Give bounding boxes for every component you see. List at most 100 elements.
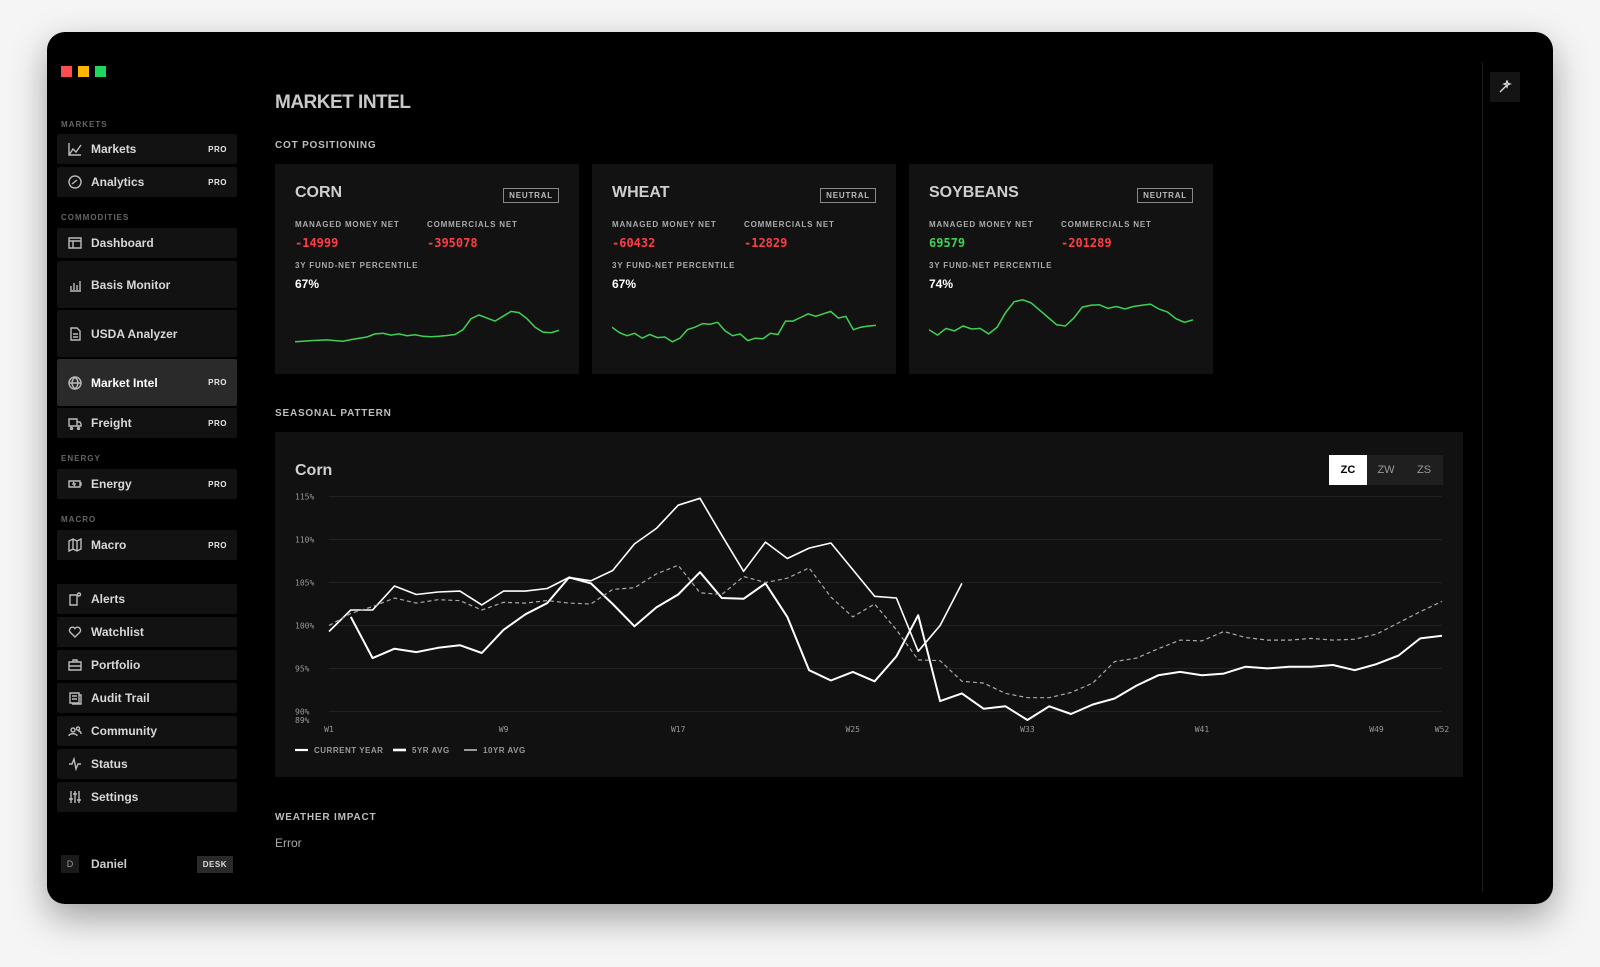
app-window: MARKETS COMMODITIES ENERGY MACRO D Danie… <box>47 32 1553 904</box>
user-name: Daniel <box>91 857 128 871</box>
sidebar-item-macro[interactable]: Macro PRO <box>57 530 237 560</box>
percentile-value: 74% <box>929 277 954 291</box>
sidebar-item-market-intel[interactable]: Market Intel PRO <box>57 359 237 406</box>
sidebar-item-analytics[interactable]: Analytics PRO <box>57 167 237 197</box>
heart-icon <box>67 624 83 640</box>
toggle-zc[interactable]: ZC <box>1329 455 1367 485</box>
main-content: MARKET INTEL COT POSITIONING CORN NEUTRA… <box>275 32 1505 904</box>
y-tick-label: 89% <box>295 716 310 725</box>
sparkline <box>929 299 1193 337</box>
sidebar-item-label: Analytics <box>91 175 145 189</box>
sidebar-item-label: Freight <box>91 416 132 430</box>
minimize-window-button[interactable] <box>78 66 89 77</box>
sidebar-item-label: Audit Trail <box>91 691 150 705</box>
x-tick-label: W49 <box>1369 725 1384 734</box>
sidebar-item-markets[interactable]: Markets PRO <box>57 134 237 164</box>
percentile-label: 3Y FUND-NET PERCENTILE <box>929 261 1053 270</box>
people-icon <box>67 723 83 739</box>
sparkline <box>295 310 559 343</box>
sidebar-item-audit-trail[interactable]: Audit Trail <box>57 683 237 713</box>
x-tick-label: W33 <box>1020 725 1035 734</box>
audit-icon <box>67 690 83 706</box>
series-current-year <box>328 497 963 653</box>
toggle-zw[interactable]: ZW <box>1377 464 1395 476</box>
close-window-button[interactable] <box>61 66 72 77</box>
percentile-value: 67% <box>612 277 637 291</box>
commercials-label: COMMERCIALS NET <box>744 220 835 229</box>
sidebar-item-dashboard[interactable]: Dashboard <box>57 228 237 258</box>
y-tick-label: 90% <box>295 707 310 716</box>
sidebar-item-label: USDA Analyzer <box>91 326 178 341</box>
sidebar-item-label: Community <box>91 724 157 738</box>
section-label: MACRO <box>61 515 97 524</box>
commercials-label: COMMERCIALS NET <box>1061 220 1152 229</box>
globe-icon <box>67 375 83 391</box>
series-5yr-avg <box>349 571 1443 721</box>
sidebar-item-watchlist[interactable]: Watchlist <box>57 617 237 647</box>
y-tick-label: 105% <box>295 579 314 588</box>
percentile-value: 67% <box>295 277 320 291</box>
sidebar-item-settings[interactable]: Settings <box>57 782 237 812</box>
maximize-window-button[interactable] <box>95 66 106 77</box>
activity-icon <box>67 756 83 772</box>
percentile-label: 3Y FUND-NET PERCENTILE <box>295 261 419 270</box>
sentiment-badge: NEUTRAL <box>820 188 876 203</box>
dashboard-icon <box>67 235 83 251</box>
sidebar-item-community[interactable]: Community <box>57 716 237 746</box>
avatar: D <box>61 855 79 873</box>
y-tick-label: 95% <box>295 664 310 673</box>
page-title: MARKET INTEL <box>275 92 411 113</box>
truck-icon <box>67 415 83 431</box>
section-label: MARKETS <box>61 120 108 129</box>
cot-card-corn: CORN NEUTRAL MANAGED MONEY NET COMMERCIA… <box>275 164 579 374</box>
toggle-zs[interactable]: ZS <box>1416 464 1432 476</box>
user-badge: DESK <box>196 855 233 873</box>
sidebar-item-label: Dashboard <box>91 236 154 250</box>
commercials-value: -12829 <box>744 236 788 250</box>
managed-money-label: MANAGED MONEY NET <box>612 220 717 229</box>
x-tick-label: W9 <box>499 725 509 734</box>
sidebar-item-portfolio[interactable]: Portfolio <box>57 650 237 680</box>
sparkline-series <box>295 310 559 343</box>
y-tick-label: 115% <box>295 493 314 502</box>
pro-badge: PRO <box>208 378 227 387</box>
sidebar-item-alerts[interactable]: Alerts <box>57 584 237 614</box>
sidebar-item-usda-analyzer[interactable]: USDA Analyzer <box>57 310 237 357</box>
managed-money-value: -60432 <box>612 236 656 250</box>
sidebar-item-label: Market Intel <box>91 375 158 390</box>
sentiment-badge: NEUTRAL <box>503 188 559 203</box>
y-tick-label: 110% <box>295 536 314 545</box>
map-icon <box>67 537 83 553</box>
sidebar-item-label: Macro <box>91 538 127 552</box>
sidebar-item-freight[interactable]: Freight PRO <box>57 408 237 438</box>
user-profile[interactable]: D Daniel DESK <box>57 851 237 877</box>
sparkline <box>612 310 876 343</box>
sidebar-item-label: Portfolio <box>91 658 141 672</box>
section-label: ENERGY <box>61 454 101 463</box>
chart-title: Corn <box>295 462 333 479</box>
seasonal-section-label: SEASONAL PATTERN <box>275 408 392 419</box>
sidebar-item-energy[interactable]: Energy PRO <box>57 469 237 499</box>
sidebar-item-status[interactable]: Status <box>57 749 237 779</box>
pro-badge: PRO <box>208 177 227 187</box>
sidebar-item-basis-monitor[interactable]: Basis Monitor <box>57 261 237 308</box>
sidebar-item-label: Alerts <box>91 592 126 606</box>
sparkline-series <box>612 310 876 343</box>
commercials-value: -201289 <box>1061 236 1112 250</box>
x-tick-label: W52 <box>1435 725 1450 734</box>
alert-icon <box>67 591 83 607</box>
sentiment-badge: NEUTRAL <box>1137 188 1193 203</box>
sparkline-series <box>929 299 1193 337</box>
cot-section-label: COT POSITIONING <box>275 140 377 151</box>
managed-money-label: MANAGED MONEY NET <box>929 220 1034 229</box>
sidebar-item-label: Settings <box>91 790 139 804</box>
managed-money-label: MANAGED MONEY NET <box>295 220 400 229</box>
section-label: COMMODITIES <box>61 213 130 222</box>
commercials-label: COMMERCIALS NET <box>427 220 518 229</box>
pro-badge: PRO <box>208 144 227 154</box>
window-controls <box>61 66 106 77</box>
ai-assist-button[interactable] <box>1490 72 1520 102</box>
pro-badge: PRO <box>208 479 227 489</box>
sidebar: MARKETS COMMODITIES ENERGY MACRO D Danie… <box>57 32 237 904</box>
legend-label: CURRENT YEAR <box>314 746 383 755</box>
